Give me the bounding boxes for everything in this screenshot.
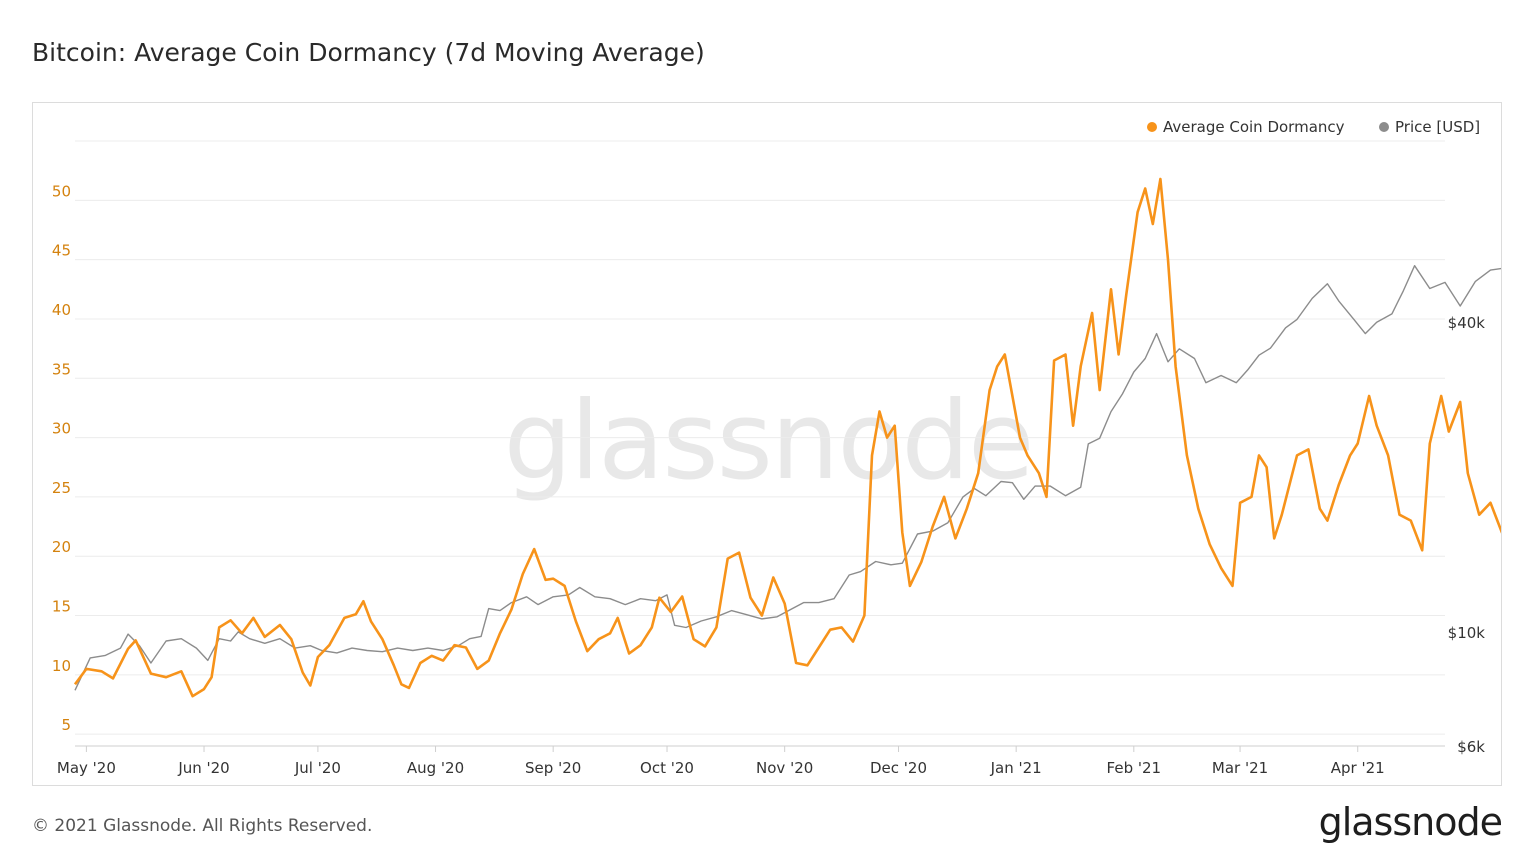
brand-logo[interactable]: glassnode — [1318, 800, 1503, 844]
gridlines — [75, 140, 1445, 735]
x-tick-label: Oct '20 — [640, 759, 694, 777]
series-layer — [73, 177, 1536, 698]
x-tick-label: Mar '21 — [1212, 759, 1268, 777]
y-left-tick-label: 10 — [52, 657, 71, 675]
y-left-tick-label: 20 — [52, 538, 71, 556]
legend-dormancy-marker — [1147, 122, 1157, 132]
x-tick-label: Aug '20 — [407, 759, 464, 777]
y-left-tick-label: 15 — [52, 598, 71, 616]
legend-dormancy-label[interactable]: Average Coin Dormancy — [1163, 118, 1345, 136]
y-left-tick-label: 30 — [52, 420, 71, 438]
y-right-tick-label: $10k — [1448, 624, 1486, 642]
x-tick-label: Jun '20 — [177, 759, 229, 777]
x-axis: May '20 Jun '20 Jul '20 Aug '20 Sep '20 Oct '… — [57, 745, 1445, 777]
x-tick-label: Sep '20 — [525, 759, 581, 777]
y-left-tick-label: 35 — [52, 360, 71, 378]
y-left-tick-label: 50 — [52, 182, 71, 200]
x-tick-label: Nov '20 — [756, 759, 813, 777]
x-tick-label: Dec '20 — [870, 759, 927, 777]
x-tick-label: May '20 — [57, 759, 116, 777]
price-series-line — [74, 264, 1536, 691]
y-right-tick-label: $6k — [1457, 738, 1485, 756]
y-axis-left: 5 10 15 20 25 30 35 40 45 50 — [52, 182, 71, 734]
y-axis-right: $6k $10k $40k — [1448, 314, 1486, 756]
x-tick-label: Feb '21 — [1107, 759, 1162, 777]
watermark-text: glassnode — [504, 379, 1033, 504]
legend[interactable]: Average Coin Dormancy Price [USD] — [1147, 118, 1480, 136]
y-left-tick-label: 25 — [52, 479, 71, 497]
chart-panel: glassnode 5 10 15 20 25 30 35 40 45 50 $6k $10k $40… — [32, 102, 1536, 786]
page-title: Bitcoin: Average Coin Dormancy (7d Movin… — [32, 38, 705, 67]
legend-price-marker — [1379, 122, 1389, 132]
y-left-tick-label: 5 — [61, 716, 71, 734]
y-left-tick-label: 40 — [52, 301, 71, 319]
y-left-tick-label: 45 — [52, 242, 71, 260]
legend-price-label[interactable]: Price [USD] — [1395, 118, 1480, 136]
x-tick-label: Jan '21 — [990, 759, 1042, 777]
y-right-tick-label: $40k — [1448, 314, 1486, 332]
x-tick-label: Apr '21 — [1331, 759, 1385, 777]
copyright-footer: © 2021 Glassnode. All Rights Reserved. — [32, 816, 373, 836]
chart: glassnode 5 10 15 20 25 30 35 40 45 50 $6k $10k $40… — [52, 118, 1536, 777]
dormancy-series-line — [73, 177, 1536, 698]
x-tick-label: Jul '20 — [294, 759, 341, 777]
